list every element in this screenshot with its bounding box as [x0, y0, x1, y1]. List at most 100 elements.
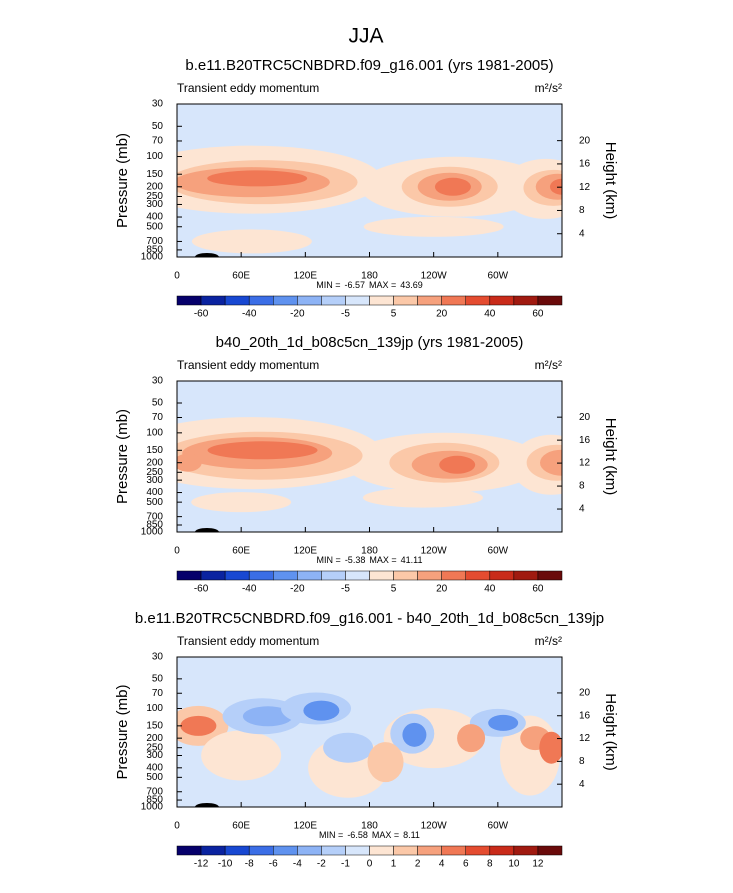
y-tick-label: 50	[152, 121, 164, 132]
colorbar-box	[200, 295, 226, 306]
colorbar-box	[441, 570, 466, 581]
colorbar-box	[345, 845, 370, 856]
colorbar-box	[489, 570, 515, 581]
colorbar-label: 1	[391, 859, 397, 870]
x-tick-label: 0	[174, 271, 180, 282]
contour-shape	[367, 742, 404, 783]
x-tick-label: 0	[174, 546, 180, 557]
y2-tick-label: 8	[579, 205, 585, 216]
y-tick-label: 400	[146, 487, 163, 498]
y2-tick-label: 20	[579, 688, 591, 699]
y2-tick-label: 12	[579, 733, 591, 744]
contour-shape	[191, 229, 312, 254]
colorbar-box	[200, 845, 226, 856]
colorbar-label: -2	[317, 859, 326, 870]
x-tick-label: 120W	[421, 271, 448, 282]
colorbar-label: 0	[367, 859, 373, 870]
colorbar-label: 6	[463, 859, 469, 870]
y-tick-label: 50	[152, 398, 164, 409]
stats-value: -6.57	[344, 280, 365, 290]
units: m²/s²	[535, 358, 562, 372]
units: m²/s²	[535, 81, 562, 95]
y-axis-label: Pressure (mb)	[114, 684, 131, 779]
contour-shape	[488, 714, 519, 731]
colorbar-label: 12	[532, 859, 544, 870]
x-tick-label: 120E	[294, 821, 318, 832]
x-tick-label: 120W	[421, 546, 448, 557]
y2-tick-label: 16	[579, 159, 591, 170]
y-tick-label: 500	[146, 497, 163, 508]
colorbar-box	[176, 845, 202, 856]
colorbar-box	[465, 295, 491, 306]
figure-title: JJA	[348, 25, 383, 48]
x-tick-label: 120E	[294, 271, 318, 282]
x-tick-label: 180	[361, 271, 378, 282]
colorbar-label: -60	[194, 584, 209, 595]
panel-subtitle: Transient eddy momentum	[177, 358, 319, 372]
colorbar-box	[513, 845, 539, 856]
colorbar-box	[465, 845, 491, 856]
stats: MIN = -6.58 MAX = 8.11	[319, 830, 420, 840]
x-tick-label: 120E	[294, 546, 318, 557]
y-tick-label: 250	[146, 467, 163, 478]
y-tick-label: 200	[146, 181, 163, 192]
y-tick-label: 70	[152, 136, 164, 147]
contour-shape	[363, 216, 504, 237]
y-tick-label: 300	[146, 750, 163, 761]
y2-tick-label: 12	[579, 182, 591, 193]
colorbar-box	[297, 295, 322, 306]
colorbar-label: 40	[484, 584, 496, 595]
contour-shape	[242, 706, 293, 727]
colorbar-label: -20	[290, 309, 305, 320]
stats-value: 43.69	[400, 280, 423, 290]
contour-shape	[402, 722, 427, 747]
colorbar-label: 20	[436, 584, 448, 595]
x-tick-label: 60E	[232, 821, 250, 832]
y-tick-label: 150	[146, 169, 163, 180]
y2-tick-label: 4	[579, 228, 585, 239]
colorbar-box	[489, 845, 515, 856]
colorbar-box	[393, 295, 418, 306]
contour-shape	[439, 455, 476, 474]
y-tick-label: 300	[146, 199, 163, 210]
colorbar-box	[273, 295, 298, 306]
y-tick-label: 100	[146, 151, 163, 162]
contour-shape	[362, 487, 483, 508]
units: m²/s²	[535, 634, 562, 648]
colorbar-box	[345, 295, 370, 306]
colorbar-label: 8	[487, 859, 493, 870]
y-tick-label: 850	[146, 795, 163, 806]
colorbar-box	[321, 295, 346, 306]
y2-axis-label: Height (km)	[602, 142, 619, 220]
colorbar-label: 60	[532, 584, 544, 595]
colorbar-box	[248, 845, 274, 856]
contour-shape	[207, 441, 318, 460]
stats-value: -6.58	[347, 830, 368, 840]
colorbar-label: 4	[439, 859, 445, 870]
stats-label: MIN =	[316, 280, 340, 290]
y-tick-label: 100	[146, 427, 163, 438]
colorbar-box	[273, 845, 298, 856]
stats-value: -5.38	[345, 555, 366, 565]
colorbar-label: 10	[508, 859, 520, 870]
colorbar-box	[417, 295, 442, 306]
y-tick-label: 250	[146, 191, 163, 202]
contour-field	[177, 657, 562, 807]
stats-label: MIN =	[317, 555, 341, 565]
colorbar-label: -4	[293, 859, 302, 870]
y-tick-label: 850	[146, 520, 163, 531]
colorbar-label: 20	[436, 309, 448, 320]
colorbar-box	[176, 295, 202, 306]
y-tick-label: 700	[146, 511, 163, 522]
colorbar-box	[537, 570, 563, 581]
colorbar-box	[224, 295, 250, 306]
colorbar-label: -60	[194, 309, 209, 320]
stats-label: MAX =	[369, 555, 396, 565]
colorbar-box	[273, 570, 298, 581]
colorbar-label: -8	[245, 859, 254, 870]
panel-title: b.e11.B20TRC5CNBDRD.f09_g16.001 - b40_20…	[135, 610, 604, 627]
y2-tick-label: 8	[579, 756, 585, 767]
y2-tick-label: 8	[579, 481, 585, 492]
y-tick-label: 150	[146, 720, 163, 731]
